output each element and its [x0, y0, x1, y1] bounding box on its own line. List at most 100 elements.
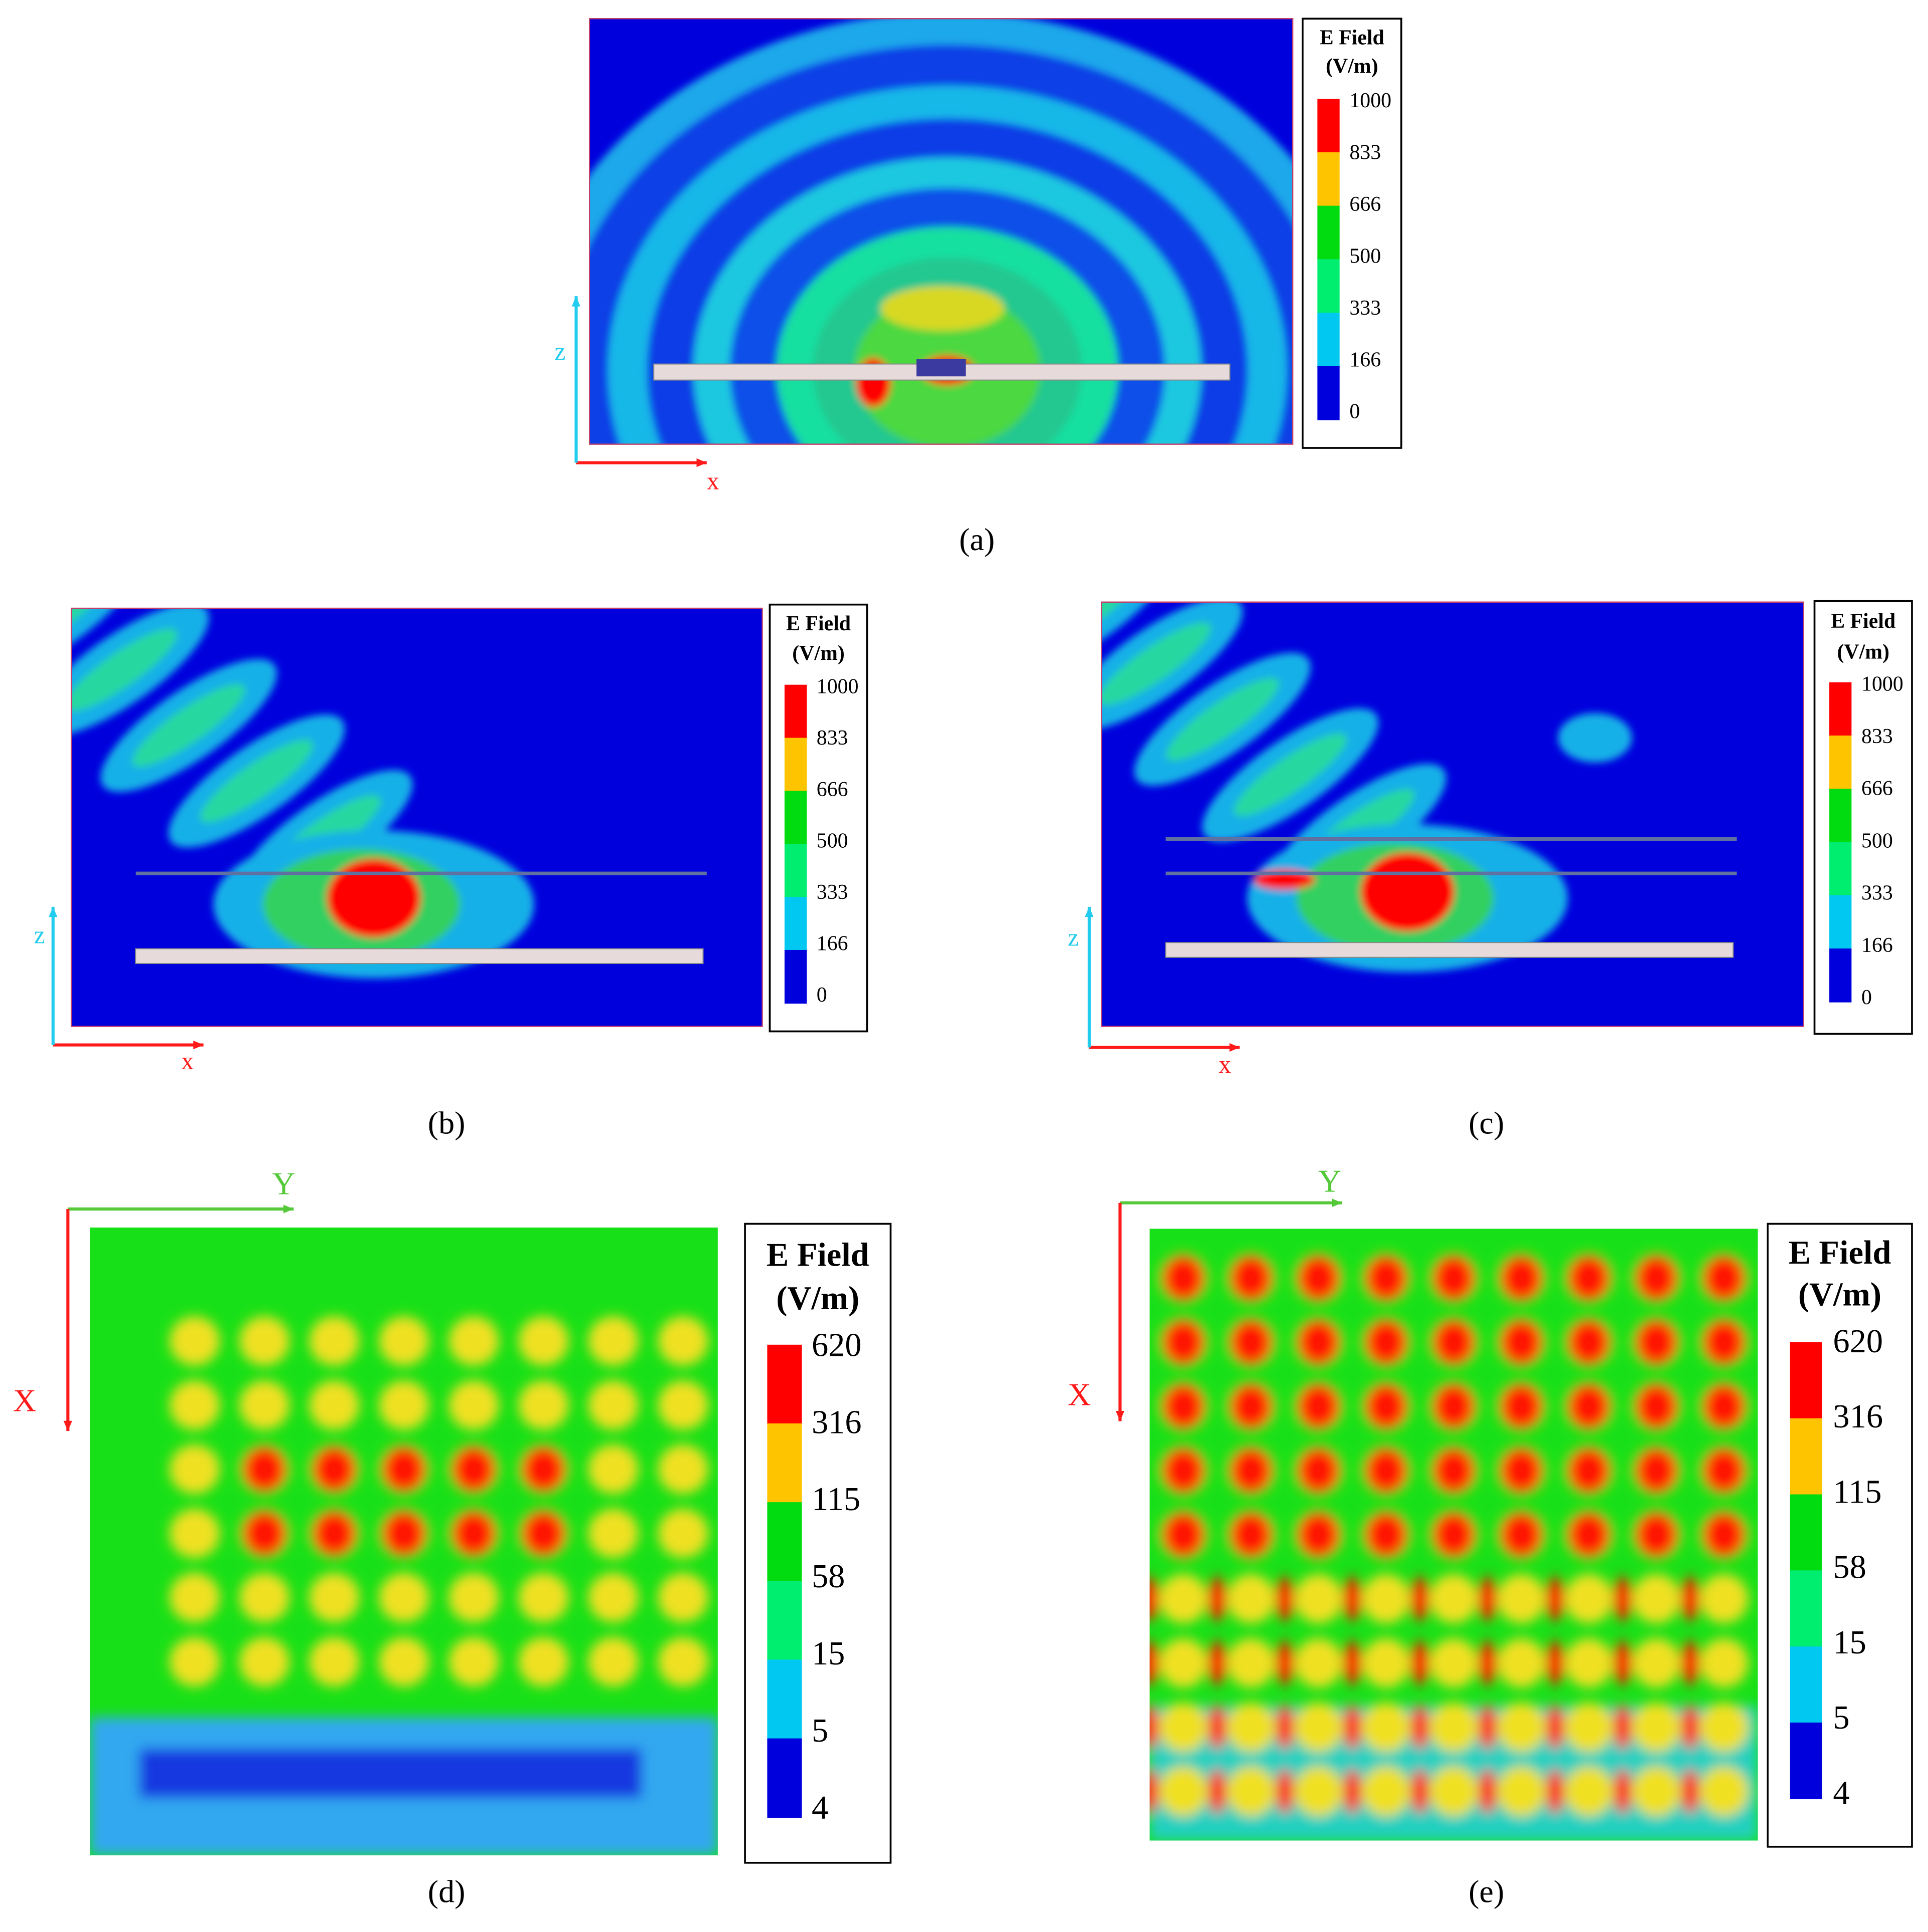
- cell: [1429, 1702, 1478, 1752]
- cell-core: [1636, 1384, 1677, 1429]
- color-block: [1317, 205, 1340, 260]
- legend-level: 1000: [1349, 89, 1391, 112]
- cell-core: [1149, 1640, 1158, 1685]
- cell-core: [1231, 1256, 1272, 1301]
- arrow-head: [49, 906, 58, 917]
- cell-core: [383, 1511, 425, 1556]
- axis-label: x: [181, 1047, 194, 1075]
- legend-box: [1767, 1223, 1913, 1848]
- axis-label: X: [13, 1383, 36, 1418]
- cell-core: [1501, 1512, 1542, 1557]
- legend-level: 0: [817, 984, 827, 1007]
- hotspot: [880, 286, 1005, 331]
- lobe: [1234, 733, 1347, 817]
- cell-core: [244, 1447, 286, 1492]
- cell-core: [244, 1511, 286, 1556]
- cell-core: [1568, 1448, 1609, 1493]
- cell: [379, 1637, 429, 1686]
- cell-core: [1568, 1384, 1609, 1429]
- arrow-head: [696, 458, 707, 467]
- substrate: [135, 948, 704, 964]
- cell: [588, 1380, 639, 1430]
- cell: [1497, 1638, 1546, 1688]
- cell: [1564, 1574, 1613, 1624]
- legend-level: 316: [812, 1404, 862, 1440]
- cell-core: [1298, 1256, 1339, 1301]
- legend-title: E Field: [786, 612, 851, 635]
- cell: [588, 1573, 639, 1622]
- legend-level: 166: [817, 932, 848, 955]
- axis-label: Y: [1318, 1163, 1341, 1198]
- axis-label: Y: [272, 1165, 295, 1201]
- legend-level: 500: [1861, 829, 1893, 852]
- lobe: [132, 684, 246, 767]
- cell-core: [1209, 1640, 1226, 1685]
- axis-label: x: [707, 467, 719, 495]
- cell-core: [1501, 1448, 1542, 1493]
- field-frame: [1101, 601, 1804, 1027]
- arrow-head: [1229, 1043, 1240, 1052]
- cell: [588, 1444, 639, 1494]
- field-map: [589, 19, 1293, 444]
- cell: [1632, 1766, 1681, 1816]
- glow: [1558, 713, 1632, 763]
- color-block: [784, 684, 807, 739]
- color-block: [1790, 1494, 1822, 1571]
- cell-core: [1366, 1320, 1406, 1365]
- cell: [658, 1509, 708, 1558]
- cell-core: [1479, 1769, 1497, 1814]
- legend-unit: (V/m): [792, 642, 845, 665]
- panel-label: (c): [1469, 1105, 1504, 1141]
- lobe: [71, 628, 177, 711]
- field-map: [1101, 602, 1804, 1027]
- cell: [309, 1573, 360, 1622]
- cell-core: [1479, 1640, 1497, 1685]
- color-block: [1317, 312, 1340, 367]
- legend-level: 1000: [1861, 673, 1903, 696]
- cell: [1497, 1766, 1546, 1816]
- legend-level: 0: [1349, 400, 1360, 423]
- cell: [1700, 1766, 1749, 1816]
- cell: [448, 1573, 499, 1622]
- cell: [169, 1509, 220, 1558]
- arrow-head: [63, 1420, 73, 1431]
- low-zone: [139, 1749, 642, 1798]
- cell-core: [1636, 1448, 1677, 1493]
- legend-box: [1813, 600, 1913, 1035]
- cell: [239, 1637, 290, 1686]
- cell: [518, 1637, 569, 1686]
- cell: [239, 1573, 290, 1622]
- cell: [658, 1637, 708, 1686]
- legend-level: 4: [812, 1790, 828, 1826]
- cell: [1159, 1702, 1208, 1752]
- hotspot: [1360, 852, 1455, 932]
- cell-core: [1149, 1576, 1158, 1621]
- cell-core: [1614, 1705, 1631, 1750]
- cell-core: [1343, 1705, 1361, 1750]
- cell-core: [1704, 1448, 1745, 1493]
- legend-unit: (V/m): [1326, 55, 1378, 78]
- color-block: [1317, 259, 1340, 314]
- cell-core: [1231, 1512, 1272, 1557]
- feed: [916, 359, 966, 377]
- cell-core: [1614, 1769, 1631, 1814]
- field-map: [90, 1227, 718, 1856]
- legend-title: E Field: [1320, 27, 1384, 50]
- legend-unit: (V/m): [776, 1280, 859, 1317]
- cell-core: [1276, 1769, 1294, 1814]
- cell-core: [1411, 1640, 1429, 1685]
- legend-title: E Field: [1831, 610, 1895, 633]
- cell-core: [1298, 1448, 1339, 1493]
- legend-level: 833: [1861, 725, 1893, 748]
- legend-level: 115: [1833, 1474, 1881, 1510]
- cell-core: [1681, 1640, 1699, 1685]
- cell-core: [1298, 1512, 1339, 1557]
- cell-core: [1163, 1320, 1204, 1365]
- cell: [1361, 1702, 1411, 1752]
- cell: [169, 1380, 220, 1430]
- arrow-head: [193, 1040, 204, 1050]
- color-block: [767, 1659, 802, 1739]
- cell-core: [1209, 1769, 1226, 1814]
- cell: [169, 1316, 220, 1366]
- cell: [1429, 1574, 1478, 1624]
